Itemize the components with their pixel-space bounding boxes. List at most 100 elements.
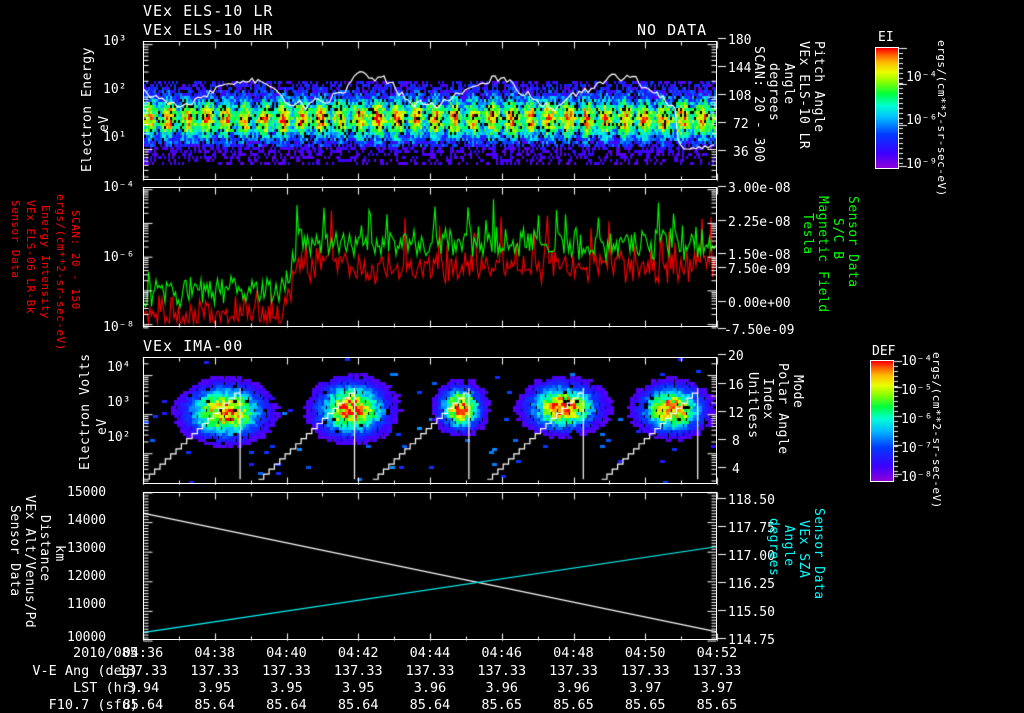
panel4-plot-area[interactable] [143,492,717,640]
panel4-ytick-0: 15000 [67,485,107,500]
panel1-right-tick-2: 108 [728,89,752,104]
panel2-rlabel-line1: S/C B [830,218,845,260]
panel3-colorbar-tick-3: 10⁻⁷ [901,441,933,456]
footer-cell-r1-c3: 137.33 [333,663,383,679]
panel2-rlabel-line2: Magnetic Field [815,196,830,313]
panel3-rlabel-line0: Mode [790,375,805,409]
panel4-rlabel-line3: degrees [766,518,781,577]
panel2-right-tick-5: -7.50e-09 [724,323,795,338]
footer-cell-r0-c2: 04:40 [266,645,307,661]
panel1-right-tick-1: 144 [728,61,752,76]
footer-cell-r0-c4: 04:44 [409,645,451,661]
footer-cell-r2-c8: 3.97 [700,680,734,696]
footer-cell-r3-c6: 85.65 [553,697,594,713]
panel3-rlabel-line3: Unitless [745,372,760,439]
footer-cell-r0-c6: 04:48 [553,645,594,661]
panel2-ylabel-line0: Sensor Data [9,200,22,279]
footer-cell-r0-c7: 04:50 [624,645,666,661]
panel3-colorbar [870,360,894,482]
footer-cell-r1-c8: 137.33 [692,663,742,679]
panel4-ylabel-line0: Sensor Data [7,505,22,597]
panel3-right-tick-3: 8 [732,434,740,449]
footer-cell-r0-c0: 04:36 [122,645,164,661]
footer-cell-r0-c5: 04:46 [481,645,523,661]
panel1-colorbar-tick-1: 10⁻⁶ [906,113,938,128]
panel3-colorbar-tick-2: 10⁻⁶ [901,412,933,427]
panel2-right-tick-4: 0.00e+00 [728,296,791,311]
panel2-ylabel-line2: Energy Intensity [39,205,52,319]
footer-cell-r1-c2: 137.33 [262,663,311,679]
panel2-plot-area[interactable] [143,187,717,327]
panel3-right-tick-1: 16 [728,378,744,393]
footer-cell-r3-c8: 85.65 [696,697,738,713]
footer-cell-r1-c7: 137.33 [620,663,670,679]
panel1-ylabel-line0: Electron Energy [80,47,95,172]
panel2-ylabel-line3: ergs/(cm**2-sr-sec-eV) [54,194,67,351]
panel2-right-tick-1: 2.25e-08 [728,215,791,230]
panel3-ytick-2: 10² [107,430,131,445]
panel3-rlabel-line2: Index [760,378,775,420]
panel4-ytick-2: 13000 [67,541,107,556]
panel1-colorbar-unit: ergs/(cm**2-sr-sec-eV) [935,40,948,197]
footer-cell-r3-c4: 85.64 [409,697,451,713]
panel3-ylabel-line0: Electron Volts [78,353,93,470]
panel1-title-hr: VEx ELS-10 HR [143,21,274,39]
panel2-ylabel-line1: VEx ELS-06 LR-Bk [24,200,37,314]
panel2-rlabel-line0: Sensor Data [845,196,860,288]
panel4-right-tick-3: 116.25 [728,577,775,592]
panel4-rlabel-line2: Angle [781,525,796,567]
panel4-ylabel-line3: km [52,545,67,562]
panel2-right-tick-3: 7.50e-09 [728,262,791,277]
panel1-ylabel-line1: eV [97,115,112,132]
panel3-colorbar-title: DEF [872,344,896,359]
panel3-colorbar-unit: ergs/(cm**2-sr-sec-eV) [930,352,943,509]
panel2-right-tick-0: 3.00e-08 [728,181,791,196]
footer-cell-r3-c5: 85.65 [481,697,523,713]
panel2-rlabel-line3: Tesla [800,213,815,255]
panel4-ylabel-line1: VEx Alt/Venus/Pd [22,495,37,629]
panel4-ytick-4: 11000 [67,597,107,612]
footer-cell-r2-c7: 3.97 [628,680,662,696]
panel2-ytick-1: 10⁻⁶ [103,250,135,265]
panel3-plot-area[interactable] [143,357,717,484]
panel3-colorbar-tick-1: 10⁻⁵ [901,383,933,398]
footer-cell-r3-c2: 85.64 [266,697,307,713]
footer-cell-r3-c7: 85.65 [624,697,666,713]
panel1-rlabel-line4: SCAN: 20 - 300 [751,46,766,163]
panel3-colorbar-tick-4: 10⁻⁸ [901,470,933,485]
panel1-right-tick-4: 36 [733,145,749,160]
panel1-right-tick-3: 72 [733,117,749,132]
panel1-colorbar-title: EI [878,30,894,45]
footer-cell-r3-c1: 85.64 [194,697,236,713]
panel4-ylabel-line2: Distance [37,515,52,582]
panel4-ytick-5: 10000 [67,630,107,645]
panel4-right-tick-0: 118.50 [728,493,775,508]
panel1-colorbar-tick-2: 10⁻⁹ [906,157,938,172]
footer-cell-r3-c3: 85.64 [337,697,379,713]
footer-cell-r0-c8: 04:52 [696,645,738,661]
footer-cell-r1-c4: 137.33 [405,663,455,679]
footer-cell-r2-c3: 3.95 [341,680,375,696]
footer-cell-r2-c6: 3.96 [557,680,590,696]
panel2-right-tick-2: 1.50e-08 [728,248,791,263]
panel1-plot-area[interactable] [143,41,717,180]
panel2-ytick-2: 10⁻⁸ [103,320,135,335]
panel1-nodata-label: NO DATA [637,21,708,39]
panel3-ylabel-line1: eV [95,418,110,435]
panel4-ytick-3: 12000 [67,569,107,584]
panel1-ytick-0: 10³ [103,34,127,49]
footer-cell-r2-c4: 3.96 [413,680,447,696]
panel1-title-lr: VEx ELS-10 LR [143,2,274,20]
footer-cell-r0-c3: 04:42 [337,645,379,661]
panel1-ytick-2: 10¹ [103,130,127,145]
panel1-right-tick-0: 180 [728,33,752,48]
footer-cell-r1-c5: 137.33 [477,663,527,679]
panel3-colorbar-tick-0: 10⁻⁴ [901,354,933,369]
panel3-title: VEx IMA-00 [143,337,244,355]
panel1-rlabel-line3: degrees [766,63,781,122]
panel4-right-tick-4: 115.50 [728,605,775,620]
panel1-rlabel-line2: Angle [781,63,796,105]
panel1-rlabel-line0: Pitch Angle [811,41,826,133]
panel3-right-tick-2: 12 [728,406,744,421]
